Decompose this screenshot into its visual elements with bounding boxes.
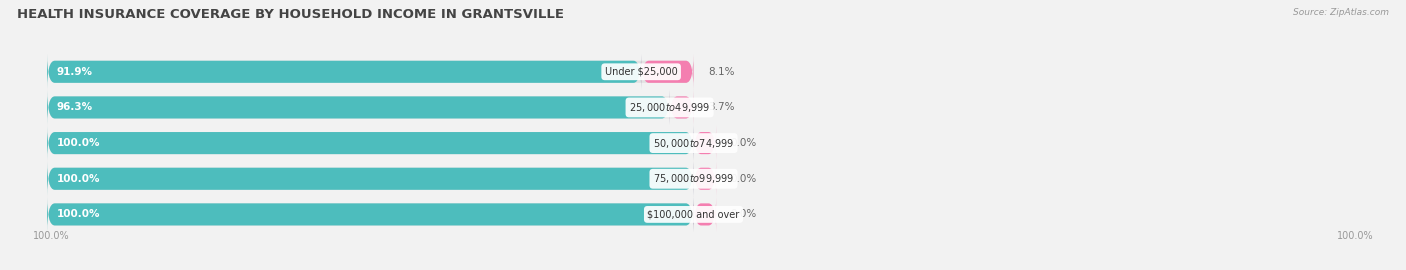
FancyBboxPatch shape xyxy=(48,197,693,232)
Text: 100.0%: 100.0% xyxy=(56,138,100,148)
FancyBboxPatch shape xyxy=(48,197,693,232)
FancyBboxPatch shape xyxy=(48,90,693,125)
FancyBboxPatch shape xyxy=(693,197,716,232)
FancyBboxPatch shape xyxy=(669,90,693,125)
Text: HEALTH INSURANCE COVERAGE BY HOUSEHOLD INCOME IN GRANTSVILLE: HEALTH INSURANCE COVERAGE BY HOUSEHOLD I… xyxy=(17,8,564,21)
FancyBboxPatch shape xyxy=(48,90,669,125)
FancyBboxPatch shape xyxy=(693,161,716,196)
FancyBboxPatch shape xyxy=(48,54,693,89)
FancyBboxPatch shape xyxy=(693,126,716,161)
Text: 96.3%: 96.3% xyxy=(56,102,93,112)
Text: $75,000 to $99,999: $75,000 to $99,999 xyxy=(652,172,734,185)
Text: 0.0%: 0.0% xyxy=(730,174,756,184)
Text: 3.7%: 3.7% xyxy=(707,102,734,112)
Text: $25,000 to $49,999: $25,000 to $49,999 xyxy=(628,101,710,114)
Text: 8.1%: 8.1% xyxy=(707,67,734,77)
Text: Source: ZipAtlas.com: Source: ZipAtlas.com xyxy=(1294,8,1389,17)
Text: 100.0%: 100.0% xyxy=(56,174,100,184)
Text: 100.0%: 100.0% xyxy=(32,231,69,241)
Text: 91.9%: 91.9% xyxy=(56,67,93,77)
Text: 0.0%: 0.0% xyxy=(730,138,756,148)
FancyBboxPatch shape xyxy=(48,54,641,89)
Text: 100.0%: 100.0% xyxy=(56,210,100,220)
FancyBboxPatch shape xyxy=(48,126,693,161)
Text: $50,000 to $74,999: $50,000 to $74,999 xyxy=(652,137,734,150)
Text: 0.0%: 0.0% xyxy=(730,210,756,220)
FancyBboxPatch shape xyxy=(48,126,693,161)
Text: Under $25,000: Under $25,000 xyxy=(605,67,678,77)
FancyBboxPatch shape xyxy=(48,161,693,196)
FancyBboxPatch shape xyxy=(48,161,693,196)
Text: 100.0%: 100.0% xyxy=(1337,231,1374,241)
Text: $100,000 and over: $100,000 and over xyxy=(647,210,740,220)
FancyBboxPatch shape xyxy=(641,54,693,89)
